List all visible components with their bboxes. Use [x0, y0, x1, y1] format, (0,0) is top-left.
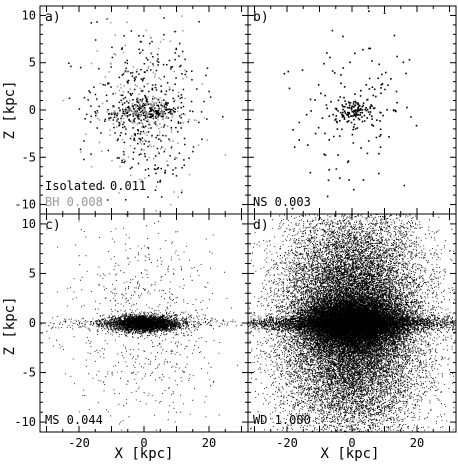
panel-annotation: BH 0.008	[45, 195, 103, 209]
scatter-series-a-0	[68, 17, 224, 201]
x-tick-label: 0	[140, 436, 147, 450]
ticks	[40, 214, 248, 432]
panel-label: c)	[45, 218, 61, 233]
ticks	[248, 6, 456, 214]
panel-label: b)	[253, 10, 269, 25]
y-axis-title-top: Z [kpc]	[2, 80, 18, 139]
x-axis-title-left: X [kpc]	[114, 446, 173, 462]
y-axis-title-bottom: Z [kpc]	[2, 296, 18, 355]
scatter-series-c-0	[40, 214, 248, 432]
y-tick-label: 5	[29, 266, 36, 280]
y-tick-label: 10	[22, 217, 36, 231]
scatter-series-d-0	[248, 214, 456, 432]
panel-annotation: Isolated 0.011	[45, 179, 146, 193]
panel-label: a)	[45, 10, 61, 25]
x-tick-label: -20	[276, 436, 298, 450]
scatter-series-b-0	[283, 10, 418, 210]
x-tick-label: 0	[348, 436, 355, 450]
panel-annotation: NS 0.003	[253, 195, 311, 209]
panel-a: -10 -5 0 5 10 a) Isolated 0.011 BH 0.008	[14, 5, 249, 215]
panel-annotation: MS 0.044	[45, 413, 103, 427]
panel-annotation: WD 1.000	[253, 413, 311, 427]
x-tick-label: 20	[202, 436, 216, 450]
panel-d: -20 0 20 d) WD 1.000	[247, 213, 457, 450]
y-tick-label: 10	[22, 8, 36, 22]
x-axis-title-right: X [kpc]	[320, 446, 379, 462]
y-tick-label: -5	[22, 150, 36, 164]
panels-group: -10 -5 0 5 10 a) Isolated 0.011 BH 0.008 b) NS 0.…	[14, 5, 457, 450]
y-tick-label: 0	[29, 316, 36, 330]
y-tick-label: 5	[29, 56, 36, 70]
panel-c: -10 -5 0 5 10 -20 0 20 c) MS 0.044	[14, 213, 249, 450]
x-tick-label: -20	[68, 436, 90, 450]
y-tick-label: -10	[14, 198, 36, 212]
panel-b: b) NS 0.003	[247, 5, 457, 215]
y-tick-label: -5	[22, 366, 36, 380]
x-tick-label: 20	[410, 436, 424, 450]
axes-labels: X [kpc] X [kpc] Z [kpc] Z [kpc]	[2, 80, 380, 462]
y-tick-label: -10	[14, 415, 36, 429]
panel-label: d)	[253, 218, 269, 233]
ticks	[248, 214, 456, 432]
ticks	[40, 6, 248, 214]
y-tick-label: 0	[29, 103, 36, 117]
